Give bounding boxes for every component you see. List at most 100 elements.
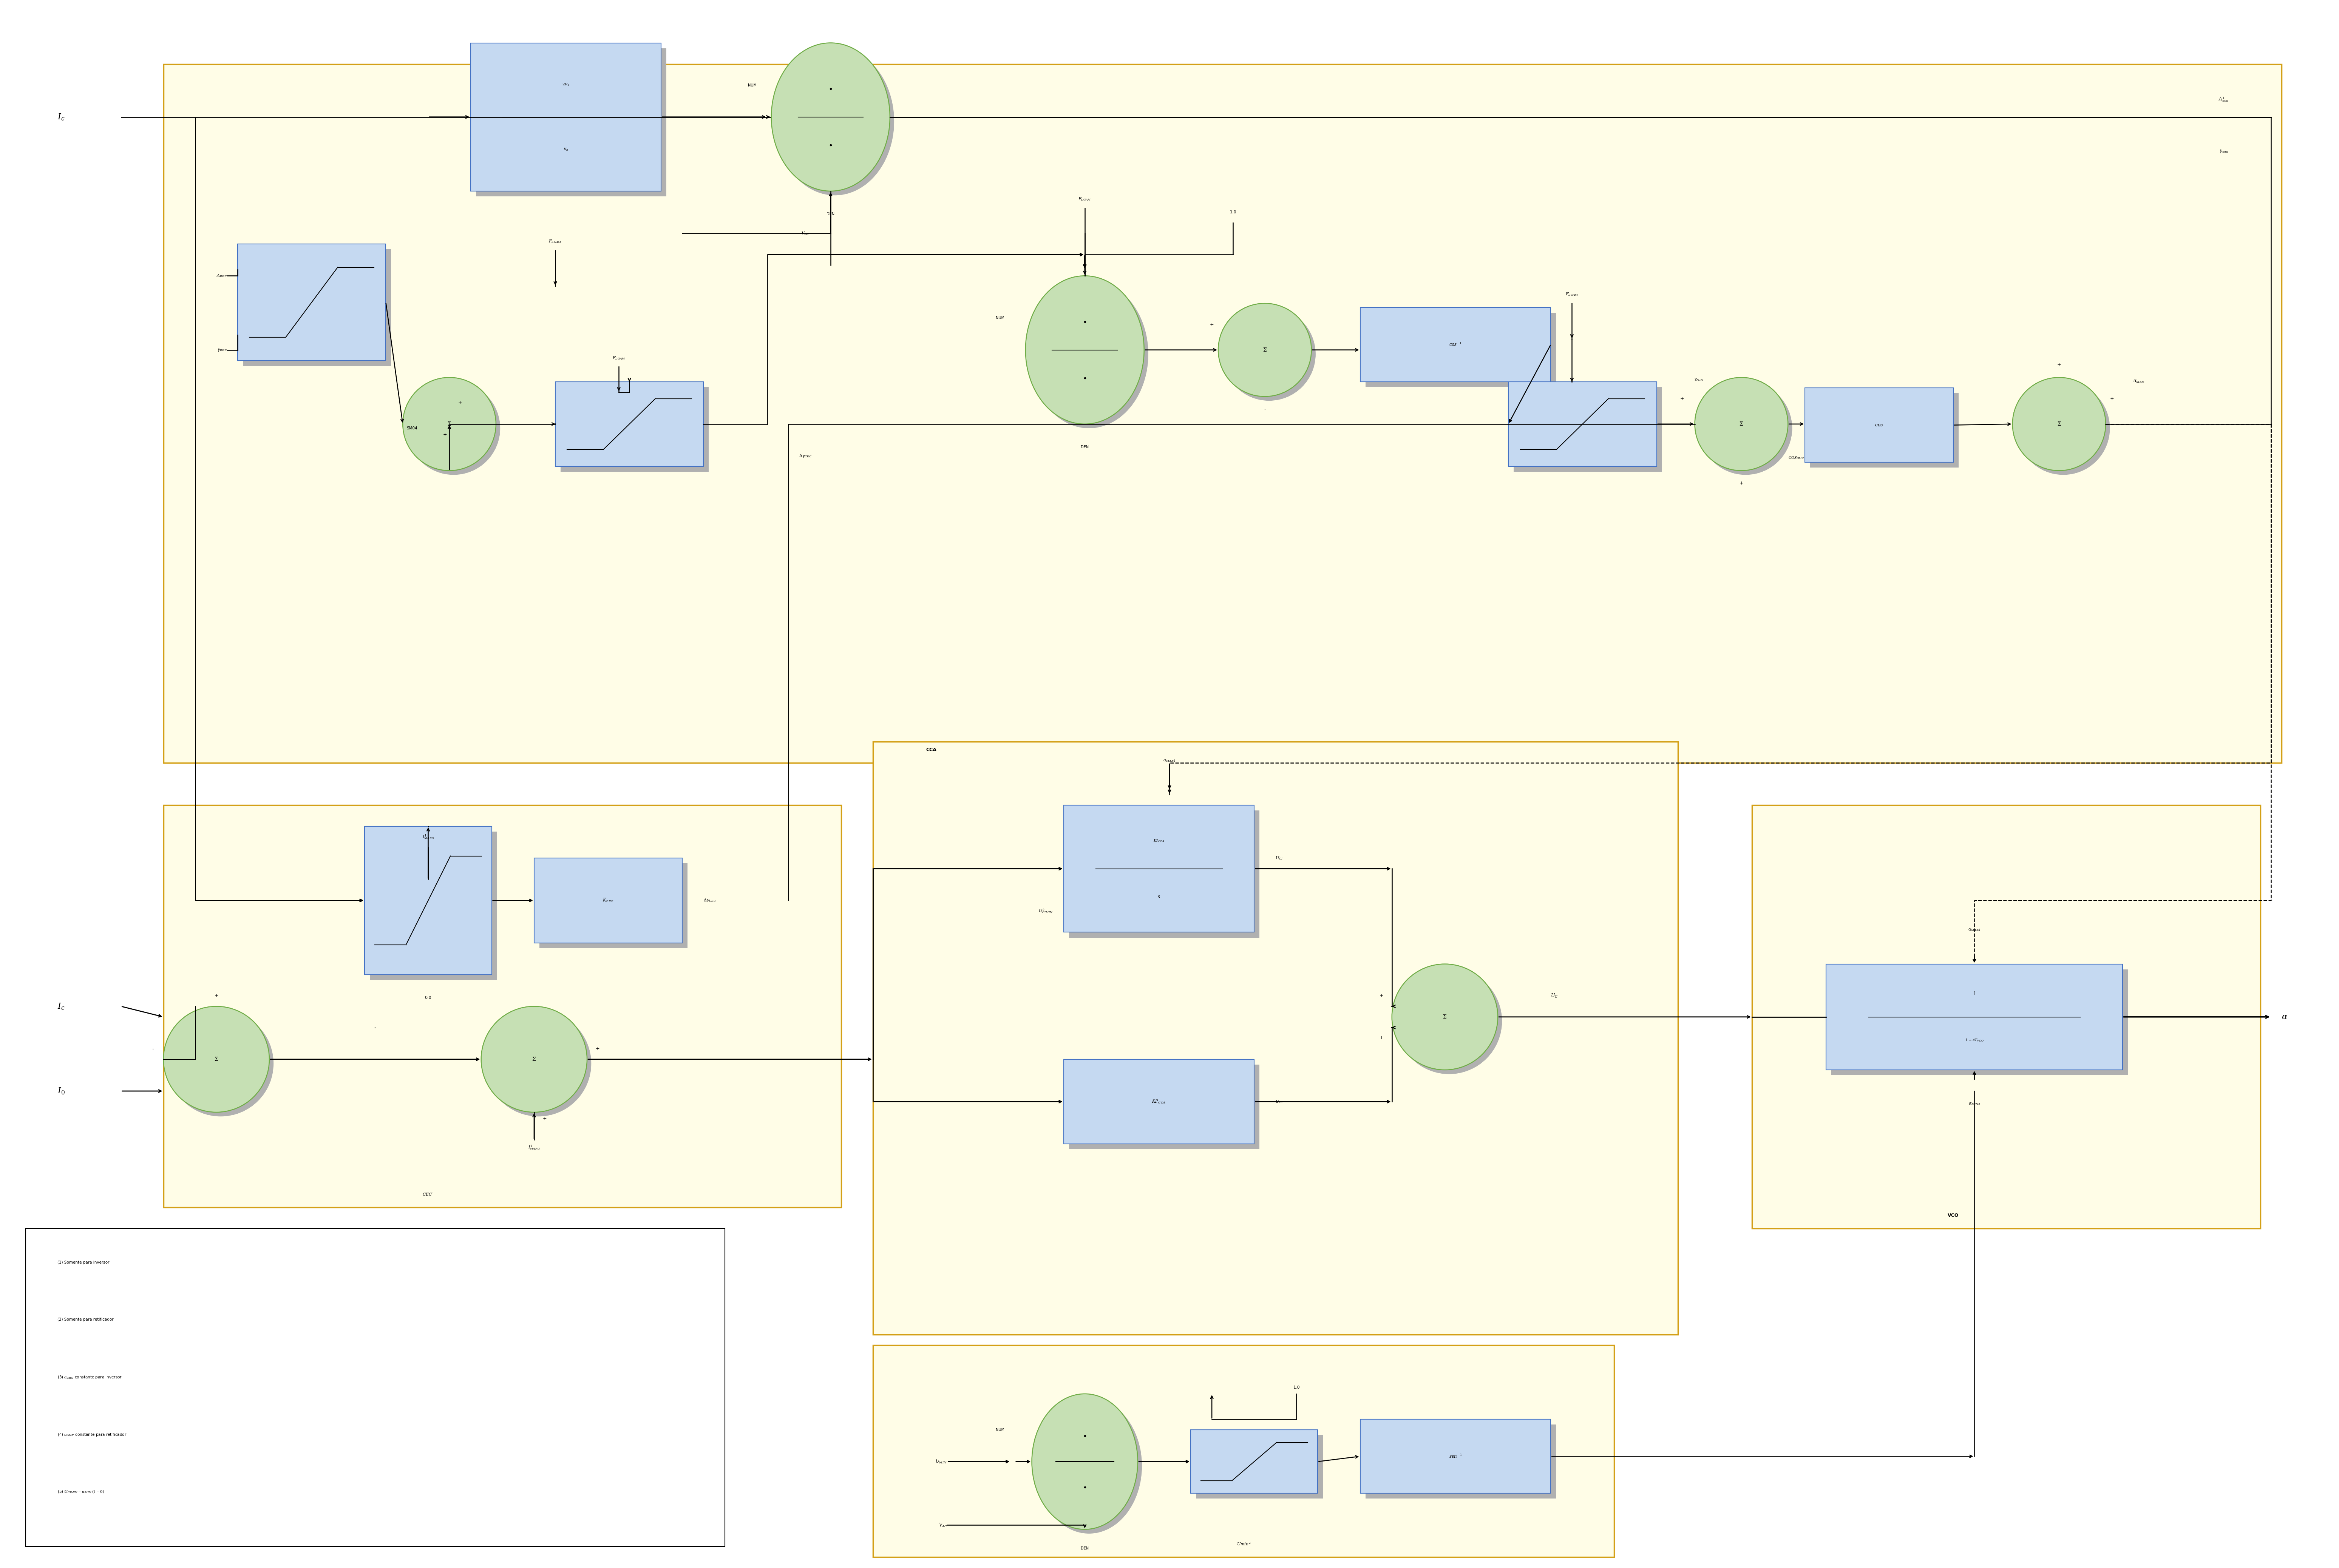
Text: $\Sigma$: $\Sigma$ [2056,422,2061,426]
Circle shape [164,1007,269,1112]
Text: (1) Somente para inversor: (1) Somente para inversor [58,1261,110,1264]
Text: $cos$: $cos$ [1876,423,1883,428]
Text: NUM: NUM [748,83,755,88]
FancyBboxPatch shape [1064,806,1254,933]
Ellipse shape [1031,1394,1137,1529]
Text: $K_a$: $K_a$ [564,147,568,152]
Text: (5) $U_{CIMIN} = \alpha_{MIN}$ $(t = 0)$: (5) $U_{CIMIN} = \alpha_{MIN}$ $(t = 0)$ [58,1490,105,1494]
Text: $\gamma_{REF}$: $\gamma_{REF}$ [218,348,227,353]
Text: $V_{AC}$: $V_{AC}$ [802,230,809,237]
Circle shape [407,381,501,475]
Circle shape [1223,307,1315,401]
FancyBboxPatch shape [1366,1425,1555,1499]
Circle shape [1219,303,1312,397]
Circle shape [1698,381,1792,475]
Text: $U_C$: $U_C$ [1551,993,1558,999]
FancyBboxPatch shape [164,806,842,1207]
Text: $cos^{-1}$: $cos^{-1}$ [1450,342,1462,348]
Circle shape [402,378,496,470]
FancyBboxPatch shape [1359,307,1551,381]
Text: $I_0$: $I_0$ [58,1087,65,1096]
Text: DEN: DEN [1081,445,1088,448]
Ellipse shape [777,47,893,196]
Text: $\Delta\gamma_{CEC}$: $\Delta\gamma_{CEC}$ [800,453,812,458]
FancyBboxPatch shape [872,742,1677,1334]
Text: +: + [1209,321,1214,328]
FancyBboxPatch shape [1366,314,1555,387]
Text: +: + [1380,993,1382,999]
Text: $F_{LGAM}$: $F_{LGAM}$ [613,356,625,361]
Text: $\Sigma$: $\Sigma$ [1263,347,1268,353]
Text: $\alpha_{MAX4}$: $\alpha_{MAX4}$ [1162,759,1177,762]
Text: $COS_{GMN}$: $COS_{GMN}$ [1789,456,1803,461]
Text: (2) Somente para retificador: (2) Somente para retificador [58,1317,115,1322]
Text: $A_{REF}$: $A_{REF}$ [218,273,227,279]
FancyBboxPatch shape [1810,394,1958,467]
FancyBboxPatch shape [1513,387,1663,472]
FancyBboxPatch shape [1752,806,2259,1229]
Text: $U_{CI}$: $U_{CI}$ [1275,856,1284,861]
FancyBboxPatch shape [239,245,386,361]
Circle shape [2012,378,2105,470]
FancyBboxPatch shape [1064,1060,1254,1145]
Text: 1.0: 1.0 [1293,1386,1300,1389]
Circle shape [168,1010,274,1116]
Text: $CEC^1$: $CEC^1$ [421,1192,435,1196]
Text: $\alpha_{MAX}$: $\alpha_{MAX}$ [2133,379,2145,384]
Text: $U_{MIN}$: $U_{MIN}$ [936,1458,947,1465]
FancyBboxPatch shape [533,858,683,942]
Text: $U_{CIMIN}^5$: $U_{CIMIN}^5$ [1039,908,1053,914]
Circle shape [1696,378,1787,470]
Text: $F_{LGAM}$: $F_{LGAM}$ [1565,292,1579,296]
Text: $I_{MARG}^1$: $I_{MARG}^1$ [421,834,435,840]
Text: 1.0: 1.0 [1230,210,1237,215]
Text: $\gamma_{MIN}$: $\gamma_{MIN}$ [1693,378,1705,381]
Text: $I_{MARG}^1$: $I_{MARG}^1$ [529,1145,540,1151]
Text: $F_{LGAM}$: $F_{LGAM}$ [550,238,561,245]
Text: NUM: NUM [996,317,1003,320]
FancyBboxPatch shape [470,42,662,191]
Text: $s$: $s$ [1158,894,1160,898]
FancyBboxPatch shape [1191,1430,1317,1493]
Text: $2R_c$: $2R_c$ [561,82,571,86]
Text: $sen^{-1}$: $sen^{-1}$ [1448,1454,1462,1460]
FancyBboxPatch shape [1509,381,1656,466]
Text: +: + [215,993,218,999]
Text: +: + [543,1116,547,1121]
FancyBboxPatch shape [540,864,688,949]
Text: $\alpha_{MAX4}$: $\alpha_{MAX4}$ [1967,928,1981,933]
Text: $\Sigma$: $\Sigma$ [215,1057,218,1062]
FancyBboxPatch shape [561,387,709,472]
FancyBboxPatch shape [164,64,2281,762]
Text: +: + [596,1046,599,1051]
Text: $KP_{CCA}$: $KP_{CCA}$ [1151,1099,1165,1105]
Text: $1+sT_{VCO}$: $1+sT_{VCO}$ [1965,1038,1983,1043]
FancyBboxPatch shape [365,826,491,975]
FancyBboxPatch shape [1069,1065,1258,1149]
FancyBboxPatch shape [1069,811,1258,938]
Text: $\Delta\gamma_{CEC}$: $\Delta\gamma_{CEC}$ [704,898,716,903]
Text: $Umin^2$: $Umin^2$ [1237,1541,1251,1546]
Text: $I_c$: $I_c$ [58,1002,65,1011]
FancyBboxPatch shape [1827,964,2121,1069]
Text: $\Sigma$: $\Sigma$ [447,422,451,426]
Text: $\Sigma$: $\Sigma$ [1740,422,1743,426]
Ellipse shape [772,42,889,191]
Text: DEN: DEN [1081,1546,1088,1551]
Text: +: + [1679,397,1684,401]
FancyBboxPatch shape [872,1345,1614,1557]
Text: $\Sigma$: $\Sigma$ [1443,1014,1448,1019]
Text: +: + [2056,362,2061,367]
Text: $1$: $1$ [1972,991,1976,996]
Circle shape [2016,381,2110,475]
Circle shape [1392,964,1497,1069]
Ellipse shape [1036,1399,1141,1534]
Text: NUM: NUM [996,1428,1003,1432]
Text: VCO: VCO [1948,1214,1958,1218]
Circle shape [1396,967,1502,1074]
Text: $\alpha$: $\alpha$ [2281,1013,2288,1021]
Text: $F_{LGAM}$: $F_{LGAM}$ [1078,196,1092,202]
Text: $A_{min}^1$: $A_{min}^1$ [2217,96,2229,103]
Text: +: + [1740,481,1743,486]
FancyBboxPatch shape [243,249,391,365]
